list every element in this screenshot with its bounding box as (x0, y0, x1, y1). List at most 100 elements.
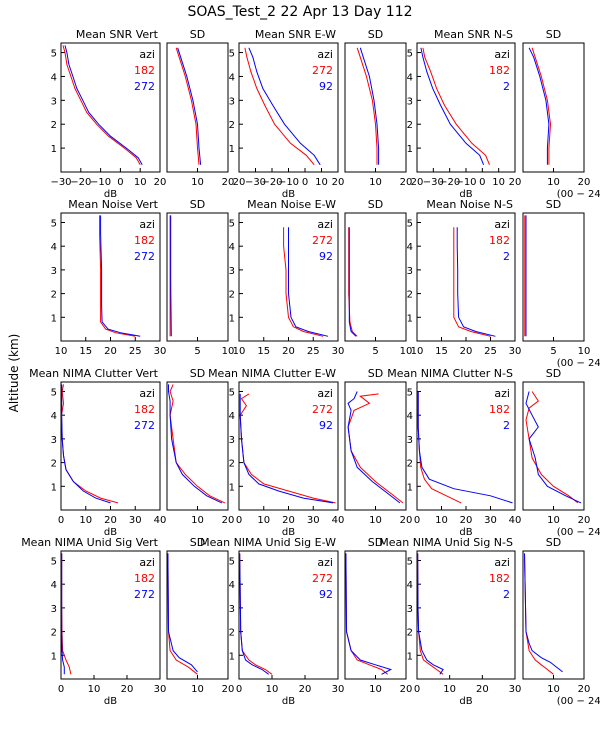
y-tick-label: 5 (229, 556, 235, 567)
panel-3-3: SD 10 20 (344, 536, 412, 695)
y-tick-label: 2 (407, 290, 413, 301)
panel-title: SD (546, 367, 561, 380)
series-line-red (61, 553, 72, 675)
legend-item: 2 (503, 419, 510, 432)
legend-item: 182 (489, 234, 510, 247)
legend-item: 272 (134, 250, 155, 263)
x-tick-label: 30 (509, 346, 522, 357)
y-tick-label: 1 (229, 144, 235, 155)
x-tick-label: −30 (50, 177, 71, 188)
panel-frame (60, 212, 161, 342)
x-tick-label: 10 (435, 515, 448, 526)
panel-title: SD (368, 367, 383, 380)
y-tick-label: 1 (229, 313, 235, 324)
panel-1-0: Mean Noise Vert 10 15 20 25 30 1 2 3 4 5 azi 182 272 (51, 198, 167, 357)
y-tick-label: 5 (229, 218, 235, 229)
y-tick-label: 3 (229, 266, 235, 277)
legend-header: azi (139, 387, 155, 400)
series-line-red (525, 391, 579, 504)
x-tick-label: 10 (88, 684, 101, 695)
x-tick-label: 10 (257, 515, 270, 526)
y-tick-label: 5 (51, 556, 57, 567)
x-tick-label: 20 (578, 684, 591, 695)
y-tick-label: 4 (229, 242, 235, 253)
y-tick-label: 5 (407, 218, 413, 229)
series-line-red (417, 553, 444, 675)
y-tick-label: 1 (407, 482, 413, 493)
panel-title: SD (546, 28, 561, 41)
x-tick-label: 0 (58, 515, 64, 526)
x-axis-label: dB (104, 189, 117, 200)
y-tick-label: 4 (51, 580, 57, 591)
series-line-blue (348, 227, 357, 337)
panel-0-3: SD 10 20 (344, 28, 412, 188)
panel-2-1: SD 10 20 (166, 367, 234, 526)
x-axis-label: dB (282, 527, 295, 538)
x-tick-label: 10 (411, 346, 424, 357)
series-line-blue (524, 553, 563, 673)
y-tick-label: 2 (407, 459, 413, 470)
panel-frame (416, 212, 516, 342)
x-tick-label: 10 (134, 177, 147, 188)
y-tick-label: 1 (51, 313, 57, 324)
x-tick-label: 20 (460, 515, 473, 526)
x-tick-label: 10 (266, 684, 279, 695)
legend-header: azi (494, 556, 510, 569)
series-line-red (345, 553, 389, 675)
panel-3-5: SD 10 20(00 − 24 UT) (522, 536, 600, 707)
series-line-red (60, 384, 119, 504)
x-tick-label: 15 (79, 346, 92, 357)
y-tick-label: 3 (407, 604, 413, 615)
y-tick-label: 3 (407, 435, 413, 446)
x-tick-label: 20 (460, 346, 473, 357)
x-tick-label: 0 (236, 515, 242, 526)
legend-header: azi (317, 48, 333, 61)
x-tick-label: 25 (484, 346, 497, 357)
x-tick-label: 10 (233, 346, 246, 357)
x-axis-label: (00 − 24 UT) (557, 189, 600, 200)
x-tick-label: 20 (222, 177, 235, 188)
legend-item: 182 (489, 572, 510, 585)
y-tick-label: 2 (229, 120, 235, 131)
series-line-blue (248, 47, 321, 166)
x-tick-label: 40 (509, 515, 522, 526)
y-tick-label: 5 (51, 387, 57, 398)
y-tick-label: 1 (51, 482, 57, 493)
x-axis-label: (00 − 24 UT) (557, 358, 600, 369)
x-tick-label: −10 (455, 177, 476, 188)
panel-0-0: Mean SNR Vert −30−20−10 0 10 20 1 2 3 4 5 dB azi 182… (50, 28, 166, 200)
panel-frame (344, 42, 407, 173)
x-tick-label: 30 (154, 346, 167, 357)
legend-item: 92 (319, 250, 333, 263)
series-line-blue (347, 391, 401, 504)
y-tick-label: 4 (229, 72, 235, 83)
series-line-red (244, 47, 315, 166)
y-tick-label: 3 (407, 96, 413, 107)
legend-item: 182 (134, 572, 155, 585)
series-line-blue (528, 47, 550, 165)
series-line-blue (61, 553, 65, 675)
panel-title: Mean Noise E-W (247, 198, 336, 211)
x-tick-label: −20 (439, 177, 460, 188)
series-line-red (62, 45, 141, 166)
panel-2-4: Mean NIMA Clutter N-S 0 10 20 30 40 1 2 3 4 5 dB azi… (387, 367, 521, 538)
series-line-red (99, 215, 136, 337)
panel-title: Mean NIMA Unid Sig E-W (200, 536, 336, 549)
y-tick-label: 4 (229, 580, 235, 591)
panel-frame (522, 42, 585, 173)
x-tick-label: 25 (307, 346, 320, 357)
x-tick-label: 10 (400, 346, 413, 357)
panel-title: Mean NIMA Clutter Vert (29, 367, 159, 380)
panel-frame (416, 550, 516, 680)
y-tick-label: 5 (407, 387, 413, 398)
y-tick-label: 5 (229, 387, 235, 398)
series-line-red (531, 47, 552, 165)
x-tick-label: 20 (578, 515, 591, 526)
legend-item: 272 (134, 588, 155, 601)
panel-title: Mean SNR Vert (76, 28, 159, 41)
x-tick-label: 20 (233, 177, 246, 188)
figure-title: SOAS_Test_2 22 Apr 13 Day 112 (187, 4, 412, 20)
panel-frame (522, 381, 585, 511)
y-tick-label: 2 (407, 120, 413, 131)
x-tick-label: 20 (121, 684, 134, 695)
